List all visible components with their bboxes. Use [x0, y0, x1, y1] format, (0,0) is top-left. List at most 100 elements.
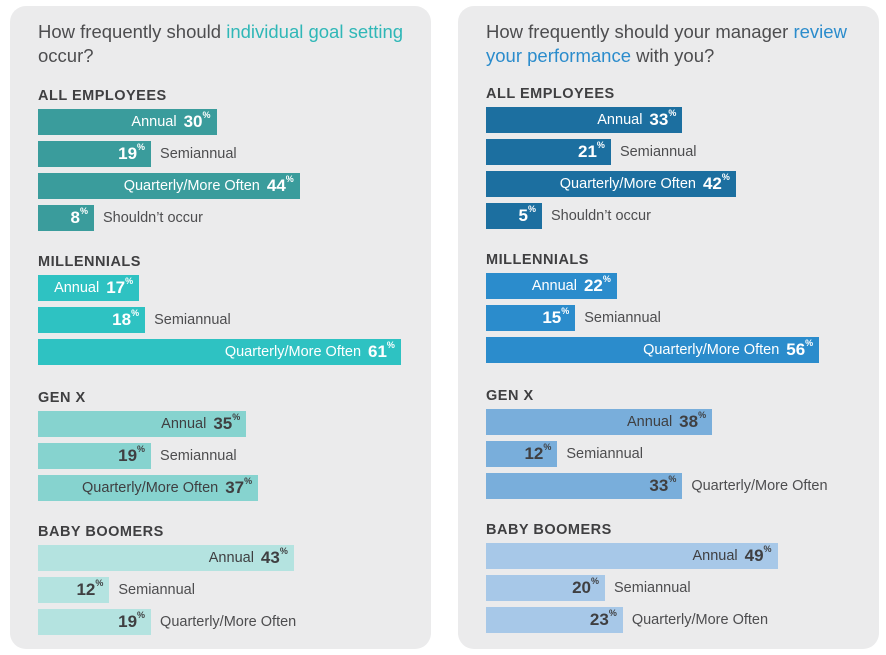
- bar-category-label: Semiannual: [160, 448, 237, 464]
- bar-category-label: Annual: [597, 112, 643, 128]
- percent-sign: %: [202, 110, 211, 120]
- bar-category-label: Quarterly/More Often: [559, 176, 696, 192]
- percent-sign: %: [668, 108, 677, 118]
- bar-category-label: Semiannual: [619, 144, 697, 160]
- percent-sign: %: [543, 442, 552, 452]
- group-label: ALL EMPLOYEES: [38, 88, 167, 104]
- bar: 21%: [486, 139, 611, 165]
- percent-sign: %: [608, 608, 617, 618]
- chart-title: How frequently should your manager revie…: [486, 20, 866, 68]
- bar-category-label: Quarterly/More Often: [123, 178, 260, 194]
- percent-sign: %: [285, 174, 294, 184]
- bar-value-label: 56%: [786, 338, 814, 359]
- bar-category-label: Shouldn’t occur: [551, 208, 651, 224]
- chart-title-text: occur?: [38, 45, 94, 66]
- percent-sign: %: [232, 412, 241, 422]
- bar-value-label: 38%: [679, 410, 707, 431]
- bar: Annual 22%: [486, 273, 617, 299]
- bar: 33%: [486, 473, 683, 499]
- bar-value-label: 37%: [225, 476, 253, 497]
- bar-value-label: 8%: [70, 206, 88, 227]
- bar-category-label: Shouldn’t occur: [103, 210, 203, 226]
- chart-title-text: How frequently should your manager: [486, 21, 794, 42]
- bar: Annual 38%: [486, 409, 713, 435]
- bar-category-label: Semiannual: [566, 446, 643, 462]
- percent-sign: %: [95, 578, 104, 588]
- bar-value-label: 20%: [572, 576, 599, 597]
- bar-value-label: 18%: [112, 308, 140, 329]
- bar: Annual 33%: [486, 107, 683, 133]
- percent-sign: %: [279, 546, 288, 556]
- bar-value-label: 12%: [76, 578, 104, 599]
- bar-value-label: 17%: [106, 276, 134, 297]
- bar: 8%: [38, 205, 94, 231]
- group-label: GEN X: [486, 388, 534, 404]
- percent-sign: %: [79, 206, 88, 216]
- bar: Quarterly/More Often 61%: [38, 339, 401, 365]
- bar-value-label: 43%: [260, 546, 288, 567]
- bar-value-label: 15%: [542, 306, 570, 327]
- bar: 19%: [38, 443, 152, 469]
- bar: Annual 35%: [38, 411, 247, 437]
- bar: Quarterly/More Often 42%: [486, 171, 736, 197]
- percent-sign: %: [721, 172, 730, 182]
- bar-category-label: Semiannual: [584, 310, 661, 326]
- bar-category-label: Annual: [208, 550, 254, 566]
- percent-sign: %: [590, 576, 599, 586]
- bar-value-label: 19%: [118, 142, 146, 163]
- bar-value-label: 5%: [518, 204, 536, 225]
- percent-sign: %: [386, 340, 395, 350]
- bar: Quarterly/More Often 44%: [38, 173, 300, 199]
- bar-value-label: 33%: [649, 108, 677, 129]
- percent-sign: %: [805, 338, 814, 348]
- bar-category-label: Annual: [131, 114, 177, 130]
- group-label: ALL EMPLOYEES: [486, 86, 615, 102]
- bar-value-label: 23%: [589, 608, 617, 629]
- chart-title: How frequently should individual goal se…: [38, 20, 418, 68]
- bar-category-label: Quarterly/More Often: [82, 480, 219, 496]
- bar: 18%: [38, 307, 146, 333]
- percent-sign: %: [125, 276, 134, 286]
- bar-value-label: 44%: [266, 174, 294, 195]
- bar-category-label: Annual: [54, 280, 100, 296]
- bar-category-label: Quarterly/More Often: [691, 478, 828, 494]
- group-label: BABY BOOMERS: [486, 522, 612, 538]
- bar-value-label: 19%: [118, 610, 146, 631]
- bar-category-label: Semiannual: [160, 146, 237, 162]
- bar: 15%: [486, 305, 576, 331]
- bar-value-label: 21%: [578, 140, 605, 161]
- percent-sign: %: [137, 142, 146, 152]
- bar: Annual 17%: [38, 275, 140, 301]
- bar-category-label: Annual: [627, 414, 673, 430]
- chart-title-text: with you?: [630, 45, 715, 66]
- bar: 19%: [38, 609, 152, 635]
- percent-sign: %: [596, 140, 605, 150]
- group-label: MILLENNIALS: [486, 252, 589, 268]
- bar-value-label: 12%: [524, 442, 552, 463]
- bar-category-label: Quarterly/More Often: [631, 612, 769, 628]
- percent-sign: %: [698, 410, 707, 420]
- bar: Annual 43%: [38, 545, 294, 571]
- percent-sign: %: [668, 474, 677, 484]
- bar-value-label: 42%: [702, 172, 730, 193]
- bar-value-label: 61%: [368, 340, 395, 361]
- group-label: GEN X: [38, 390, 86, 406]
- percent-sign: %: [131, 308, 140, 318]
- bar-category-label: Annual: [531, 278, 577, 294]
- bar-category-label: Semiannual: [614, 580, 691, 596]
- percent-sign: %: [527, 204, 536, 214]
- bar-value-label: 33%: [649, 474, 677, 495]
- chart-panel-performance-review: How frequently should your manager revie…: [458, 6, 879, 649]
- chart-title-text: How frequently should: [38, 21, 227, 42]
- bar-category-label: Semiannual: [118, 582, 195, 598]
- bar: 23%: [486, 607, 623, 633]
- chart-panel-goal-setting: How frequently should individual goal se…: [10, 6, 431, 649]
- bar-category-label: Annual: [161, 416, 207, 432]
- percent-sign: %: [137, 444, 146, 454]
- bar: 12%: [486, 441, 558, 467]
- bar-category-label: Annual: [692, 548, 738, 564]
- bar-value-label: 30%: [183, 110, 211, 131]
- bar: Annual 30%: [38, 109, 217, 135]
- bar-category-label: Quarterly/More Often: [224, 344, 362, 360]
- bar: Quarterly/More Often 37%: [38, 475, 259, 501]
